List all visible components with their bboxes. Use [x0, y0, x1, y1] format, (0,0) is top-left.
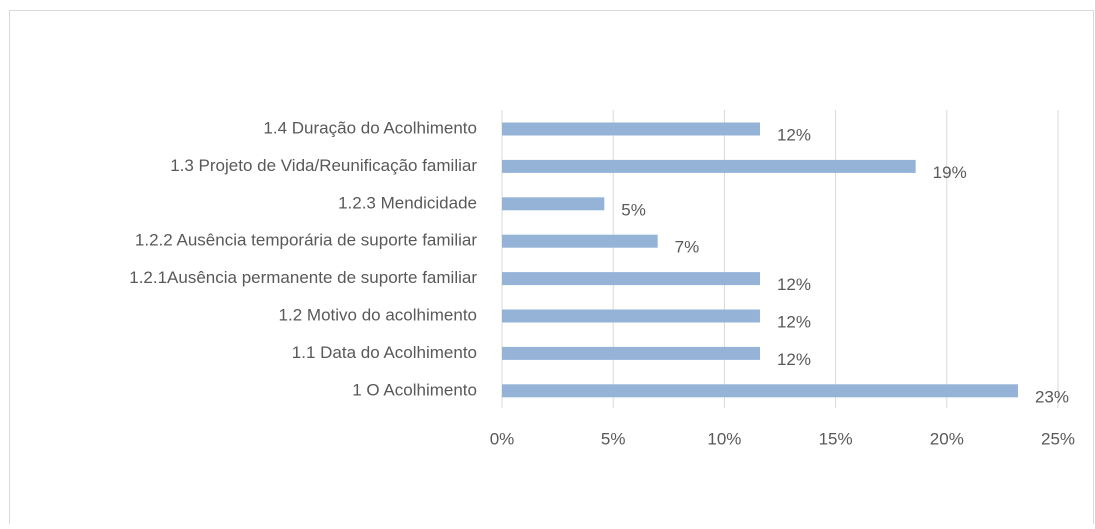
data-label: 12% — [777, 350, 811, 369]
chart-border — [9, 10, 1094, 529]
data-label: 12% — [777, 275, 811, 294]
bar — [502, 197, 605, 211]
bar — [502, 159, 916, 173]
bar — [502, 272, 760, 286]
y-tick-label: 1.3 Projeto de Vida/Reunificação familia… — [170, 156, 477, 175]
y-tick-label: 1.2.3 Mendicidade — [338, 193, 477, 212]
y-tick-label: 1.4 Duração do Acolhimento — [263, 118, 477, 137]
x-tick-label: 15% — [819, 429, 853, 448]
data-label: 12% — [777, 125, 811, 144]
bar — [502, 122, 760, 136]
bar — [502, 346, 760, 360]
data-label: 23% — [1035, 387, 1069, 406]
data-label: 19% — [933, 163, 967, 182]
y-tick-label: 1.1 Data do Acolhimento — [292, 343, 477, 362]
x-tick-label: 25% — [1041, 429, 1075, 448]
x-tick-label: 10% — [707, 429, 741, 448]
data-label: 12% — [777, 312, 811, 331]
data-label: 5% — [621, 200, 646, 219]
bar — [502, 234, 658, 248]
x-tick-label: 20% — [930, 429, 964, 448]
data-label: 7% — [675, 238, 700, 257]
x-tick-label: 0% — [490, 429, 515, 448]
y-tick-label: 1.2.2 Ausência temporária de suporte fam… — [135, 231, 477, 250]
y-tick-label: 1.2 Motivo do acolhimento — [279, 305, 477, 324]
y-tick-label: 1 O Acolhimento — [352, 380, 477, 399]
x-tick-label: 5% — [601, 429, 626, 448]
bar — [502, 384, 1018, 398]
bar — [502, 309, 760, 323]
y-tick-label: 1.2.1Ausência permanente de suporte fami… — [129, 268, 477, 287]
